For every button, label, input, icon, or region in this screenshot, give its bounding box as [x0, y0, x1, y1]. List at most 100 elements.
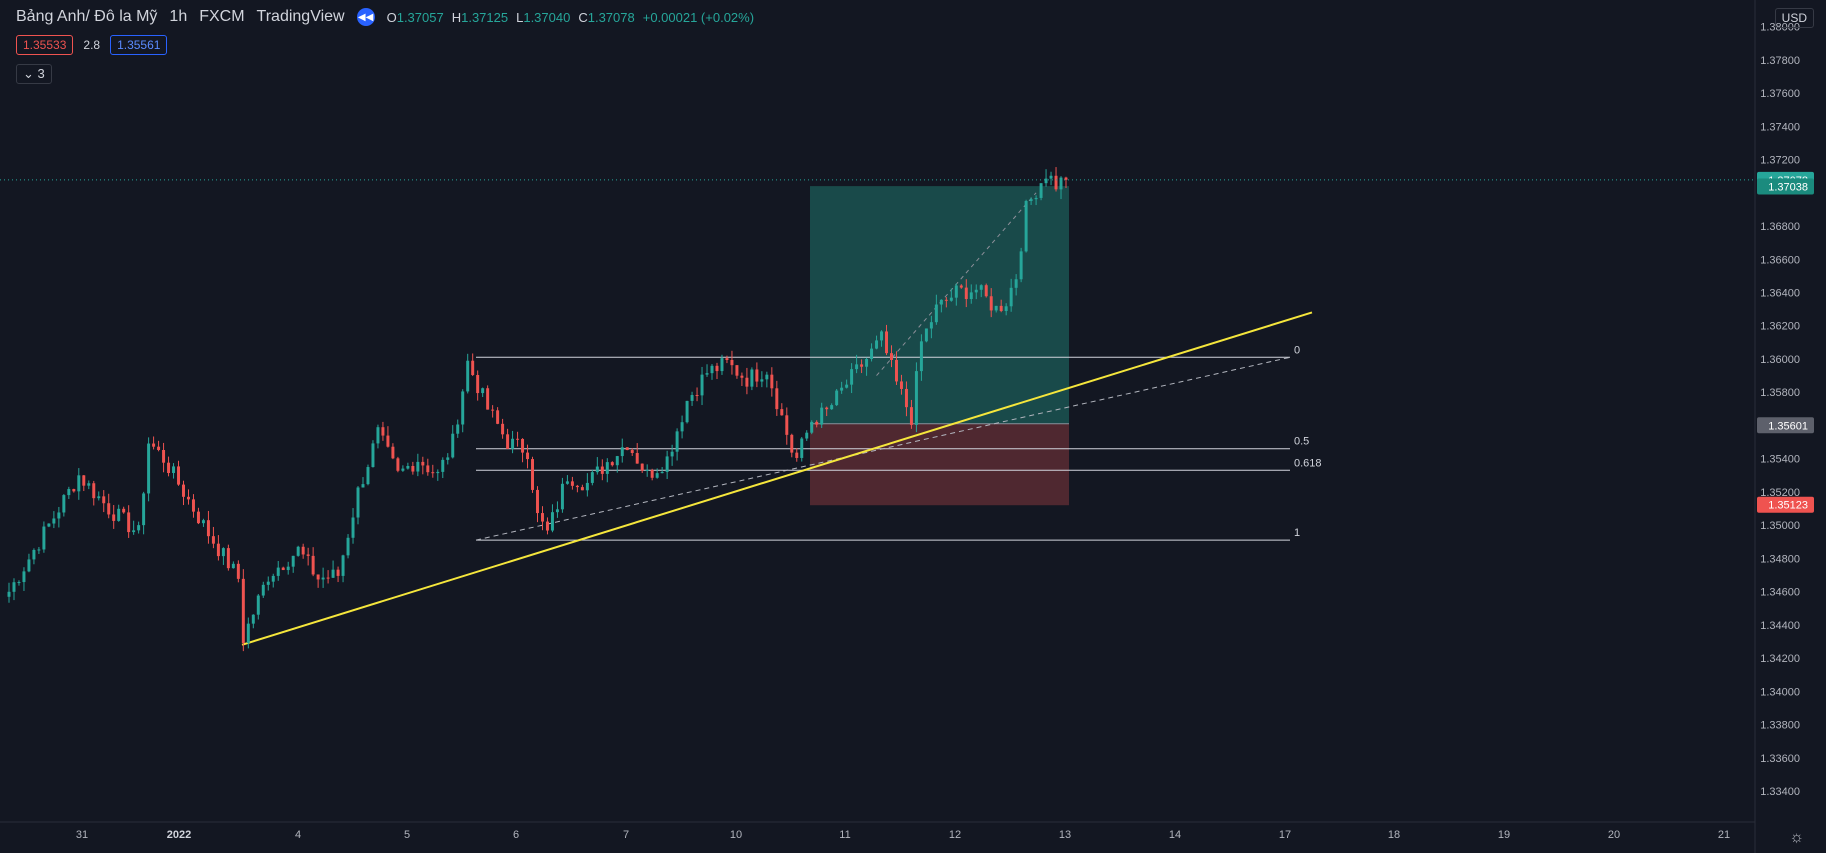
- currency-selector[interactable]: USD: [1774, 8, 1814, 28]
- ohlc-item: O1.37057: [387, 10, 444, 25]
- candle-body: [471, 360, 475, 376]
- ohlc-value: 1.37040: [523, 9, 571, 25]
- candle-body: [426, 465, 430, 473]
- candle-body: [585, 482, 589, 491]
- candle-body: [321, 577, 325, 580]
- candle-body: [506, 434, 510, 449]
- candle-body: [271, 575, 275, 582]
- candle-body: [7, 591, 11, 597]
- candle-body: [919, 341, 923, 372]
- candle-body: [456, 424, 460, 434]
- candle-body: [835, 390, 839, 406]
- candle-body: [102, 496, 106, 504]
- candle-body: [700, 374, 704, 396]
- candle-body: [620, 447, 624, 457]
- x-tick-label: 2022: [167, 829, 191, 841]
- sell-price-button[interactable]: 1.35533: [16, 35, 74, 55]
- candle-body: [1004, 306, 1008, 312]
- buy-price-button[interactable]: 1.35561: [110, 35, 168, 55]
- price-marker-box: [1757, 178, 1814, 195]
- candle-body: [725, 358, 729, 360]
- interval-label[interactable]: 1h: [169, 8, 188, 25]
- candle-body: [291, 555, 295, 567]
- ohlc-key: H: [451, 9, 462, 25]
- candle-body: [201, 520, 205, 524]
- candle-body: [82, 475, 86, 486]
- candle-body: [894, 359, 898, 382]
- candle-body: [356, 487, 360, 518]
- candle-body: [536, 489, 539, 514]
- candle-body: [949, 297, 953, 301]
- position-profit-zone[interactable]: [810, 186, 1069, 424]
- candle-body: [196, 511, 200, 524]
- candle-body: [929, 322, 933, 329]
- candle-body: [107, 503, 111, 515]
- candle-body: [526, 452, 530, 460]
- candle-body: [959, 285, 963, 288]
- candle-body: [1044, 178, 1048, 184]
- candle-body: [167, 462, 171, 474]
- candle-body: [37, 549, 41, 551]
- x-tick-label: 12: [949, 829, 961, 841]
- candle-body: [680, 422, 684, 432]
- candle-body: [745, 377, 749, 387]
- yellow-trendline[interactable]: [241, 311, 1313, 646]
- candle-body: [491, 409, 495, 411]
- ohlc-key: L: [516, 9, 524, 25]
- candle-body: [630, 450, 634, 454]
- candle-body: [994, 305, 998, 311]
- gear-icon[interactable]: ☼: [1789, 829, 1804, 846]
- candle-body: [396, 458, 400, 471]
- candle-body: [855, 364, 859, 370]
- candle-body: [157, 446, 161, 450]
- candle-body: [964, 287, 968, 300]
- candle-body: [989, 296, 993, 311]
- candle-body: [511, 438, 515, 449]
- y-tick-label: 1.34000: [1760, 686, 1800, 698]
- candle-body: [984, 285, 988, 297]
- candle-body: [690, 395, 694, 401]
- candle-body: [770, 374, 774, 389]
- candle-body: [780, 409, 784, 416]
- y-tick-label: 1.34400: [1760, 620, 1800, 632]
- candle-body: [87, 483, 91, 486]
- candle-body: [645, 469, 649, 471]
- candle-body: [57, 512, 61, 519]
- x-tick-label: 10: [730, 829, 742, 841]
- source-label: TradingView: [256, 8, 345, 25]
- candle-body: [660, 471, 664, 474]
- y-tick-label: 1.36600: [1760, 254, 1800, 266]
- candle-body: [326, 577, 330, 579]
- candle-body: [730, 359, 734, 366]
- candle-body: [740, 375, 744, 378]
- candle-body: [1014, 279, 1018, 288]
- x-tick-label: 18: [1388, 829, 1400, 841]
- candle-body: [436, 471, 440, 474]
- x-tick-label: 4: [295, 829, 301, 841]
- x-tick-label: 11: [839, 829, 850, 841]
- chart-header: Bảng Anh/ Đô la Mỹ 1h FXCM TradingView ◀…: [16, 8, 754, 26]
- candle-body: [860, 364, 864, 367]
- candle-body: [162, 449, 166, 463]
- candle-body: [560, 483, 564, 510]
- y-tick-label: 1.36200: [1760, 321, 1800, 333]
- x-tick-label: 7: [623, 829, 629, 841]
- indicators-collapse-button[interactable]: ⌄ 3: [16, 64, 52, 84]
- candle-body: [366, 467, 370, 485]
- fib-level-label: 0.5: [1294, 436, 1309, 448]
- candle-body: [885, 331, 888, 354]
- candle-body: [1029, 199, 1033, 201]
- position-loss-zone[interactable]: [810, 423, 1069, 506]
- price-marker-label: 1.37038: [1768, 181, 1808, 193]
- broker-label: FXCM: [199, 8, 245, 25]
- candle-body: [241, 578, 245, 643]
- candle-body: [441, 459, 445, 472]
- symbol-name[interactable]: Bảng Anh/ Đô la Mỹ: [16, 8, 158, 25]
- candle-body: [735, 365, 739, 376]
- replay-rewind-icon[interactable]: ◀◀: [356, 8, 375, 26]
- candle-body: [979, 285, 983, 290]
- fib-trend-line[interactable]: [475, 356, 1291, 541]
- candle-body: [875, 340, 879, 349]
- candle-body: [870, 348, 874, 360]
